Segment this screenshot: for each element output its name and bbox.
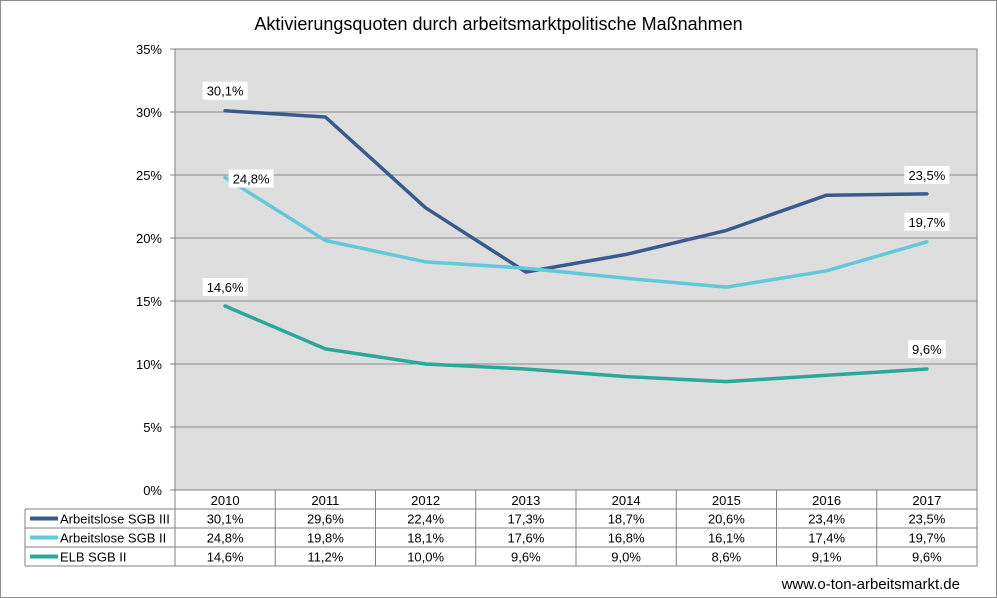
table-value: 23,4% <box>808 512 845 527</box>
data-label: 24,8% <box>233 172 270 187</box>
table-value: 24,8% <box>207 531 244 546</box>
x-category-label: 2015 <box>712 493 741 508</box>
data-label: 9,6% <box>912 342 942 357</box>
plot-area <box>174 48 978 491</box>
data-label-box <box>202 81 248 100</box>
table-value: 18,7% <box>608 512 645 527</box>
data-label: 19,7% <box>908 215 945 230</box>
table-value: 23,5% <box>908 512 945 527</box>
table-value: 17,3% <box>507 512 544 527</box>
table-value: 19,8% <box>307 531 344 546</box>
table-value: 30,1% <box>207 512 244 527</box>
y-tick-label: 10% <box>136 357 162 372</box>
x-category-label: 2016 <box>812 493 841 508</box>
y-tick-label: 0% <box>143 483 162 498</box>
series-line <box>223 108 929 274</box>
x-category-label: 2012 <box>411 493 440 508</box>
y-tick-label: 20% <box>136 231 162 246</box>
data-label-box <box>908 340 946 359</box>
table-value: 9,1% <box>812 550 842 565</box>
data-label: 14,6% <box>207 280 244 295</box>
table-value: 29,6% <box>307 512 344 527</box>
legend-label: Arbeitslose SGB II <box>60 531 166 546</box>
y-tick-label: 25% <box>136 168 162 183</box>
x-category-label: 2013 <box>511 493 540 508</box>
data-label: 23,5% <box>908 168 945 183</box>
table-value: 17,4% <box>808 531 845 546</box>
table-value: 20,6% <box>708 512 745 527</box>
y-tick-label: 30% <box>136 105 162 120</box>
legend-label: ELB SGB II <box>60 550 126 565</box>
table-value: 19,7% <box>908 531 945 546</box>
table-value: 11,2% <box>307 550 343 565</box>
table-value: 22,4% <box>407 512 444 527</box>
table-value: 16,1% <box>708 531 745 546</box>
table-value: 17,6% <box>507 531 544 546</box>
series-line <box>223 304 929 384</box>
table-value: 18,1% <box>407 531 444 546</box>
data-label-box <box>904 212 950 231</box>
data-label-box <box>202 278 248 297</box>
chart-title: Aktivierungsquoten durch arbeitsmarktpol… <box>254 14 743 34</box>
x-category-label: 2010 <box>211 493 240 508</box>
table-value: 8,6% <box>712 550 742 565</box>
table-value: 14,6% <box>207 550 244 565</box>
table-value: 16,8% <box>608 531 645 546</box>
table-value: 10,0% <box>407 550 444 565</box>
table-value: 9,6% <box>912 550 942 565</box>
data-label-box <box>228 169 274 188</box>
data-label: 30,1% <box>207 84 244 99</box>
legend-label: Arbeitslose SGB III <box>60 512 170 527</box>
table-value: 9,0% <box>611 550 641 565</box>
data-label-box <box>904 165 950 184</box>
y-tick-label: 5% <box>143 420 162 435</box>
x-category-label: 2011 <box>311 493 339 508</box>
y-tick-label: 35% <box>136 42 162 57</box>
x-category-label: 2017 <box>912 493 941 508</box>
table-value: 9,6% <box>511 550 541 565</box>
series-line <box>223 175 929 289</box>
source-url: www.o-ton-arbeitsmarkt.de <box>781 576 960 593</box>
y-tick-label: 15% <box>136 294 162 309</box>
x-category-label: 2014 <box>612 493 641 508</box>
